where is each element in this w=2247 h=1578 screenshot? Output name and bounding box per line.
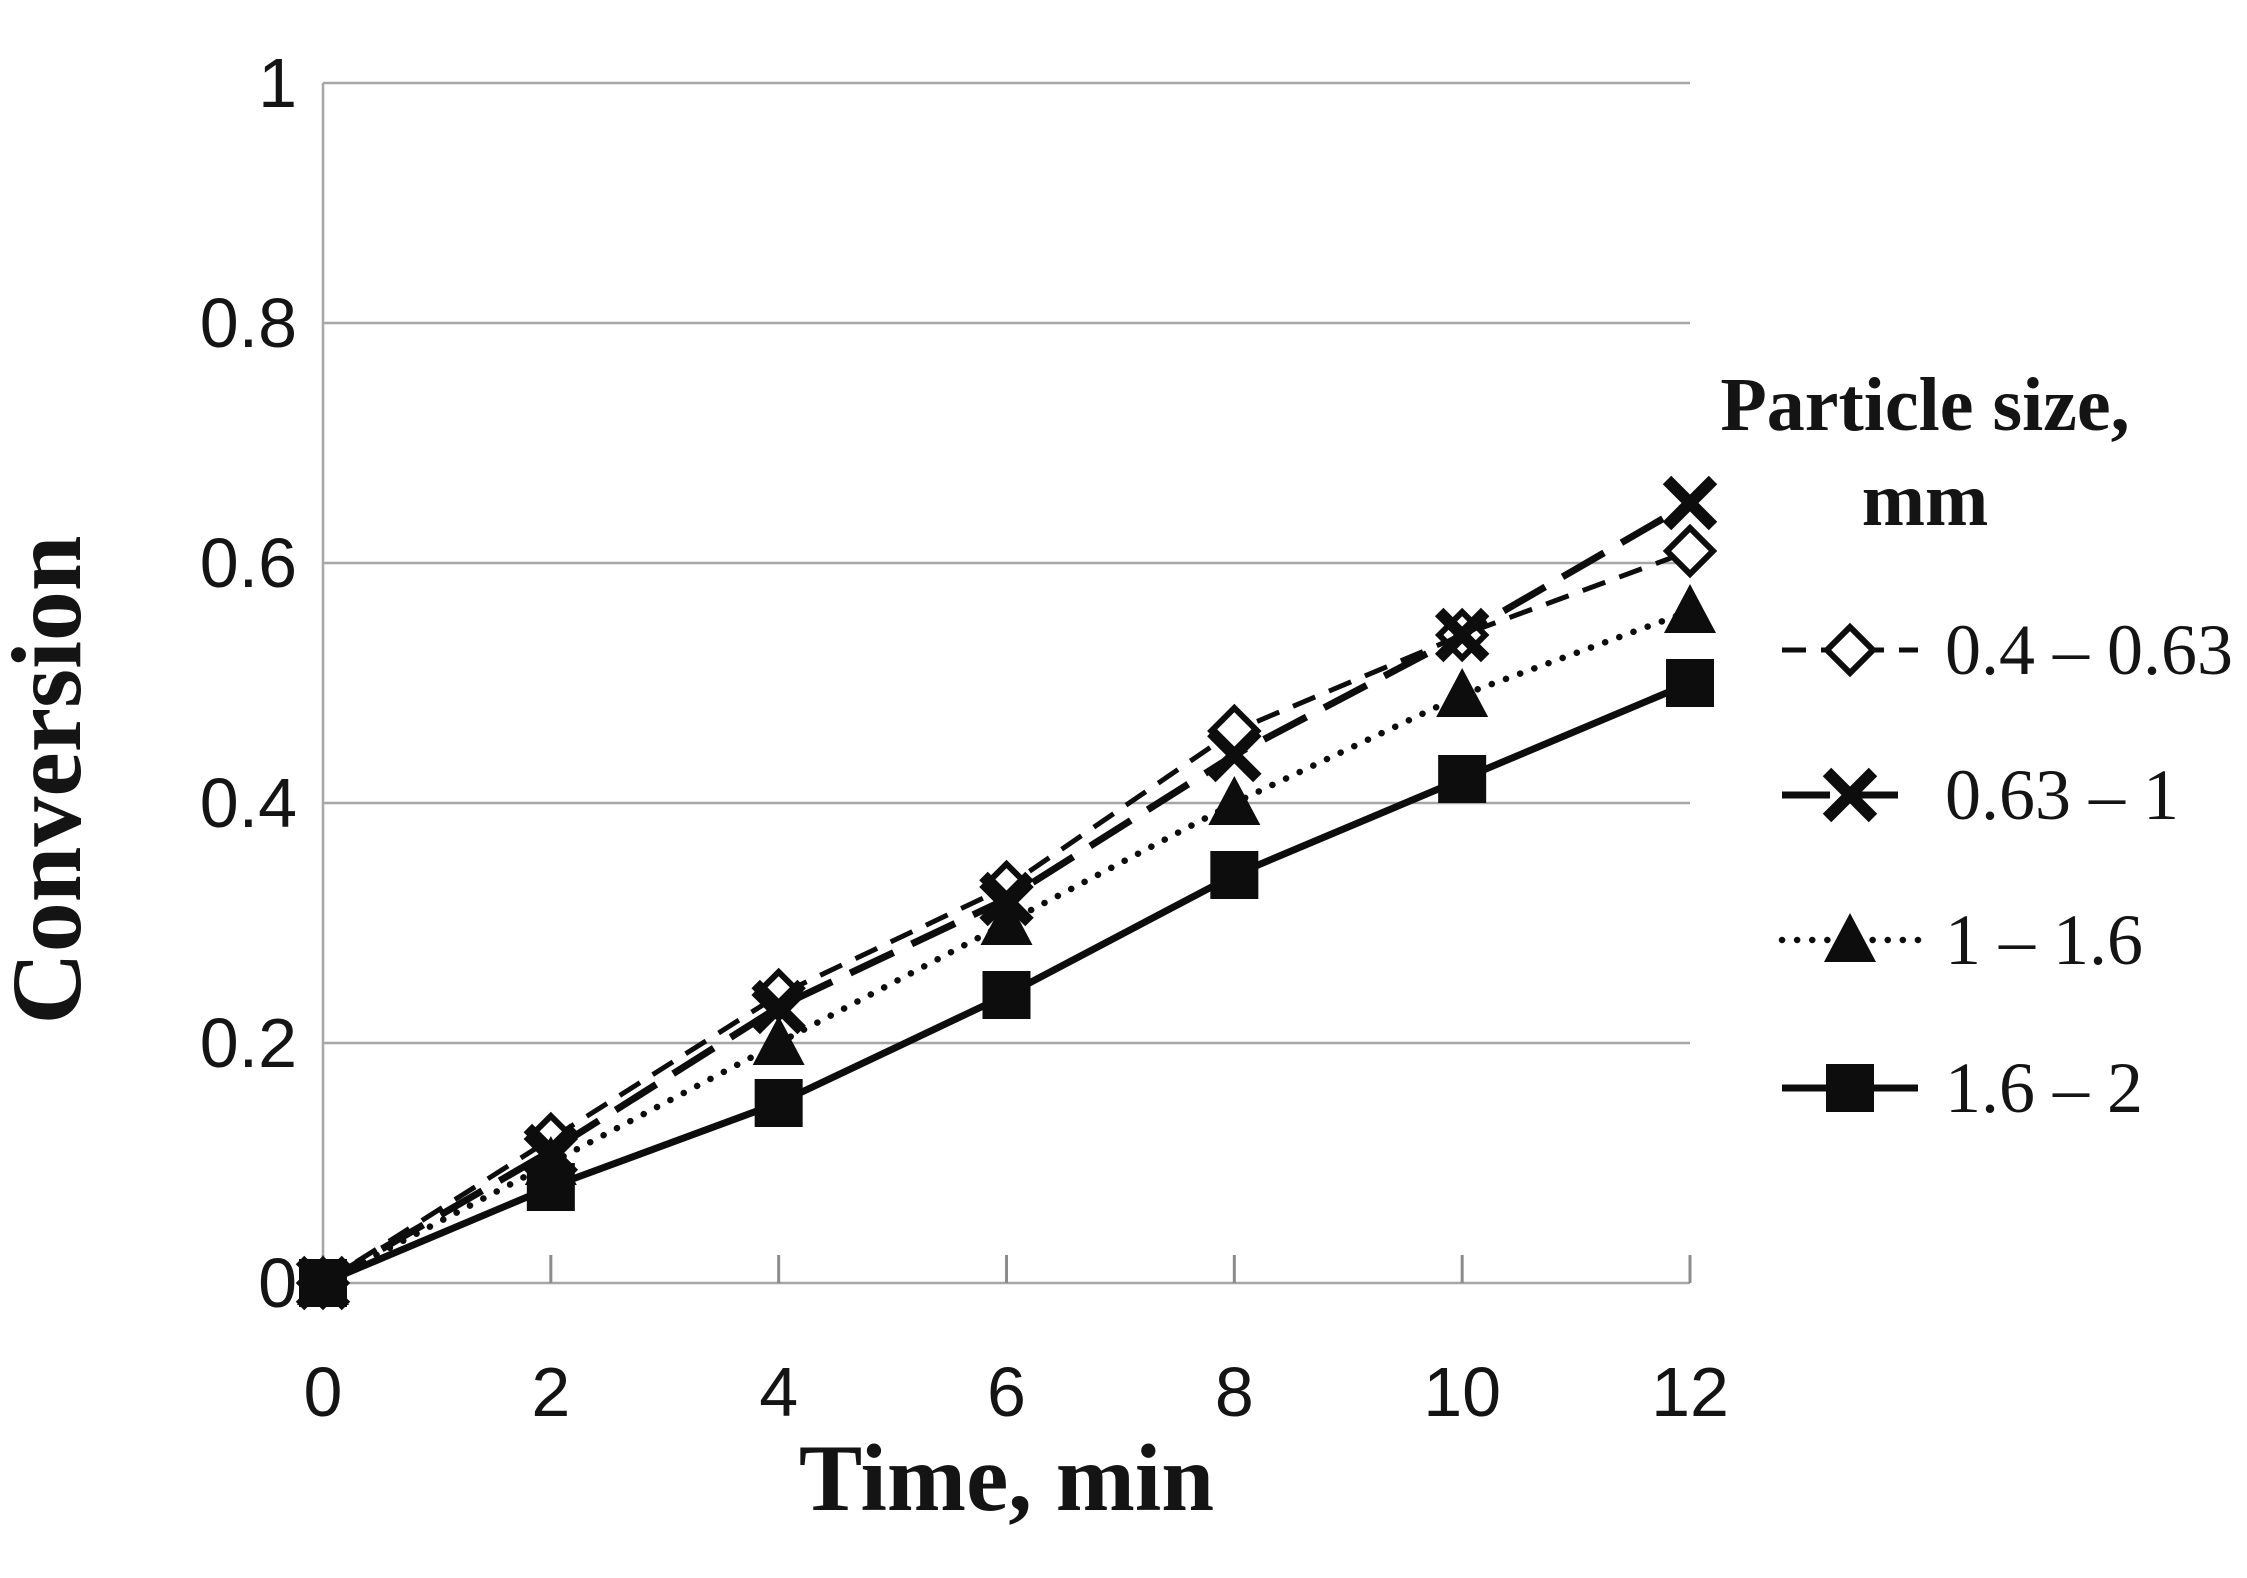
open-diamond-marker xyxy=(1822,622,1878,678)
tick-labels: 00.20.40.60.810 2 4 6 8 10 12 xyxy=(200,44,1729,1431)
x-tick-label: 6 xyxy=(987,1353,1026,1431)
y-tick-label: 0.4 xyxy=(200,764,297,842)
legend-title-line2: mm xyxy=(1862,458,1989,542)
x-axis-title: Time, min xyxy=(799,1425,1214,1531)
legend-item: 0.4 – 0.63 xyxy=(1782,610,2233,690)
x-tick-label: 10 xyxy=(1423,1353,1501,1431)
filled-square-marker xyxy=(754,1079,803,1127)
filled-square-marker xyxy=(982,971,1031,1019)
open-diamond-marker xyxy=(1662,523,1718,579)
filled-square-marker xyxy=(526,1163,575,1211)
y-tick-label: 0.8 xyxy=(200,284,297,362)
filled-triangle-marker xyxy=(1436,668,1489,717)
y-tick-label: 0 xyxy=(258,1244,297,1322)
filled-triangle-marker xyxy=(1664,584,1716,633)
legend-label: 0.4 – 0.63 xyxy=(1945,610,2233,690)
filled-triangle-marker xyxy=(1208,776,1261,825)
legend: Particle size, mm 0.4 – 0.63 0.63 – 1 1 – 1.… xyxy=(1720,363,2233,1128)
y-axis-title: Conversion xyxy=(0,536,102,1025)
legend-label: 1 – 1.6 xyxy=(1945,900,2143,980)
filled-triangle-marker xyxy=(752,1016,805,1065)
y-tick-label: 1 xyxy=(258,44,297,122)
filled-triangle-marker xyxy=(980,896,1033,945)
legend-title-line1: Particle size, xyxy=(1720,363,2129,447)
x-cross-marker xyxy=(751,979,806,1035)
legend-label: 0.63 – 1 xyxy=(1945,755,2179,835)
x-cross-marker xyxy=(1207,727,1262,783)
x-cross-marker xyxy=(1434,607,1490,663)
x-tick-label: 12 xyxy=(1651,1353,1729,1431)
filled-square-marker xyxy=(1666,659,1714,707)
legend-label: 1.6 – 2 xyxy=(1945,1048,2143,1128)
series-filled-square xyxy=(299,659,1714,1307)
filled-triangle-marker xyxy=(1824,913,1876,962)
filled-square-marker xyxy=(1210,851,1259,899)
x-tick-label: 0 xyxy=(304,1353,343,1431)
filled-square-marker xyxy=(1438,755,1487,803)
y-tick-label: 0.2 xyxy=(200,1004,297,1082)
filled-square-marker xyxy=(299,1259,347,1307)
filled-square-marker xyxy=(1826,1064,1874,1112)
x-tick-label: 8 xyxy=(1215,1353,1254,1431)
legend-item: 0.63 – 1 xyxy=(1782,755,2179,835)
x-tick-label: 2 xyxy=(531,1353,570,1431)
legend-item: 1 – 1.6 xyxy=(1778,900,2143,980)
y-tick-label: 0.6 xyxy=(200,524,297,602)
x-cross-marker xyxy=(1822,767,1878,823)
x-cross-marker xyxy=(1662,475,1718,531)
gridlines xyxy=(321,81,1692,1285)
legend-item: 1.6 – 2 xyxy=(1782,1048,2143,1128)
x-tick-label: 4 xyxy=(759,1353,798,1431)
